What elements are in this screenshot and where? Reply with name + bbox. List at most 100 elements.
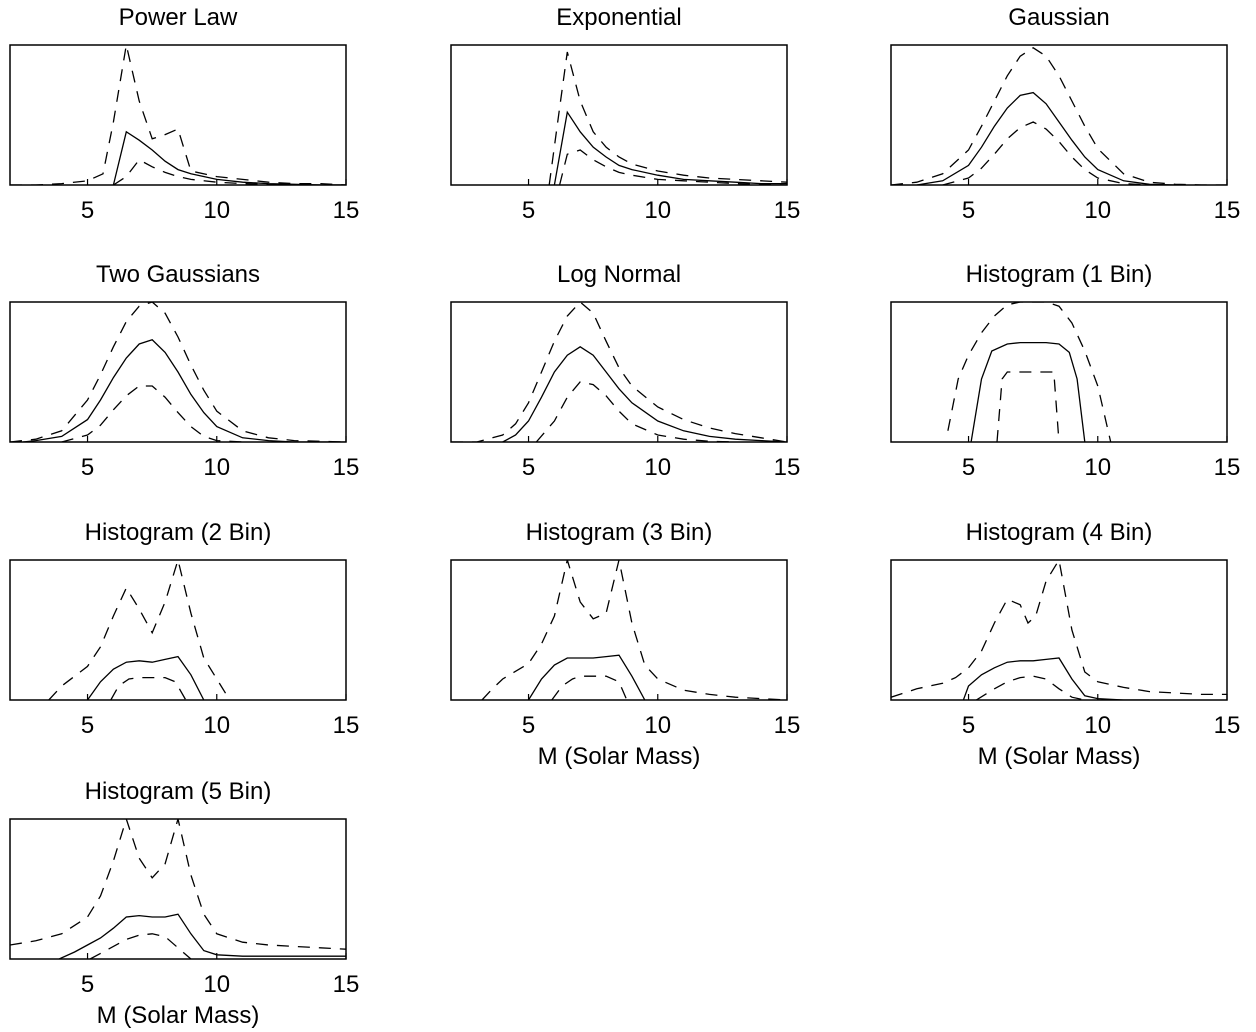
x-tick-label: 10 xyxy=(1084,197,1111,224)
plot-area xyxy=(548,51,787,185)
x-tick-label: 15 xyxy=(774,712,801,739)
x-tick-label: 10 xyxy=(203,197,230,224)
dashed-series-0 xyxy=(891,47,1227,185)
dashed-series-2 xyxy=(942,121,1150,185)
x-tick-label: 15 xyxy=(774,197,801,224)
x-tick-label: 10 xyxy=(1084,454,1111,481)
x-tick-label: 15 xyxy=(1214,454,1241,481)
x-tick-label: 5 xyxy=(522,454,535,481)
solid-series-1 xyxy=(553,110,787,185)
panel-0: Power Law 5 10 15 xyxy=(9,4,360,224)
axes-frame xyxy=(450,301,788,443)
x-tick-label: 5 xyxy=(81,197,94,224)
solid-series-1 xyxy=(22,339,346,442)
plot-area xyxy=(10,819,346,959)
panel-6: Histogram (2 Bin) 5 10 15 xyxy=(9,519,360,739)
dashed-series-0 xyxy=(451,302,787,442)
dashed-series-2 xyxy=(558,149,787,185)
plot-area xyxy=(891,560,1227,700)
axes-frame xyxy=(9,301,347,443)
plot-area xyxy=(10,302,346,442)
solid-series-1 xyxy=(112,130,346,185)
panel-title: Power Law xyxy=(119,4,238,31)
panel-8: Histogram (4 Bin) 5 10 15 M (Solar Mass) xyxy=(890,519,1241,770)
plot-area xyxy=(481,560,787,700)
x-tick-label: 5 xyxy=(81,454,94,481)
x-tick-label: 10 xyxy=(1084,712,1111,739)
x-tick-label: 5 xyxy=(962,197,975,224)
plot-area xyxy=(891,47,1227,185)
panel-9: Histogram (5 Bin) 5 10 15 M (Solar Mass) xyxy=(9,778,360,1029)
dashed-series-2 xyxy=(975,675,1085,700)
x-tick-label: 15 xyxy=(333,971,360,998)
axes-frame xyxy=(450,44,788,186)
x-tick-label: 5 xyxy=(522,712,535,739)
plot-area xyxy=(947,302,1112,442)
axes-frame xyxy=(9,44,347,186)
panel-title: Histogram (5 Bin) xyxy=(85,778,272,805)
axes-frame xyxy=(890,301,1228,443)
solid-series-1 xyxy=(970,341,1086,442)
x-tick-label: 5 xyxy=(962,454,975,481)
panel-title: Histogram (1 Bin) xyxy=(966,261,1153,288)
panel-1: Exponential 5 10 15 xyxy=(450,4,801,224)
dashed-series-0 xyxy=(548,51,787,185)
panel-title: Gaussian xyxy=(1008,4,1109,31)
x-tick-label: 15 xyxy=(333,712,360,739)
x-tick-label: 10 xyxy=(203,454,230,481)
axes-frame xyxy=(890,559,1228,701)
panel-title: Exponential xyxy=(556,4,681,31)
x-tick-label: 15 xyxy=(333,197,360,224)
panel-title: Histogram (4 Bin) xyxy=(966,519,1153,546)
x-tick-label: 10 xyxy=(644,197,671,224)
axes-frame xyxy=(9,559,347,701)
axes-frame xyxy=(450,559,788,701)
dashed-series-2 xyxy=(61,385,243,442)
panel-5: Histogram (1 Bin) 5 10 15 xyxy=(890,261,1241,481)
panel-title: Log Normal xyxy=(557,261,681,288)
dashed-series-2 xyxy=(110,676,187,700)
panel-2: Gaussian 5 10 15 xyxy=(890,4,1241,224)
dashed-series-0 xyxy=(481,560,787,700)
x-tick-label: 5 xyxy=(522,197,535,224)
x-tick-label: 5 xyxy=(81,971,94,998)
dashed-series-2 xyxy=(89,933,192,959)
dashed-series-0 xyxy=(10,45,346,185)
panel-title: Histogram (2 Bin) xyxy=(85,519,272,546)
panel-4: Log Normal 5 10 15 xyxy=(450,261,801,481)
dashed-series-0 xyxy=(10,302,346,442)
dashed-series-2 xyxy=(551,675,628,700)
x-tick-label: 10 xyxy=(644,712,671,739)
x-tick-label: 5 xyxy=(81,712,94,739)
dashed-series-0 xyxy=(947,302,1112,442)
solid-series-1 xyxy=(86,655,205,700)
panel-3: Two Gaussians 5 10 15 xyxy=(9,261,360,481)
dashed-series-2 xyxy=(535,381,736,442)
solid-series-1 xyxy=(527,654,646,700)
panel-7: Histogram (3 Bin) 5 10 15 M (Solar Mass) xyxy=(450,519,801,770)
x-tick-label: 15 xyxy=(333,454,360,481)
x-tick-label: 15 xyxy=(1214,197,1241,224)
x-tick-label: 5 xyxy=(962,712,975,739)
dashed-series-2 xyxy=(996,371,1060,442)
x-tick-label: 10 xyxy=(203,712,230,739)
solid-series-1 xyxy=(502,346,787,442)
solid-series-1 xyxy=(916,91,1176,185)
dashed-series-0 xyxy=(10,819,346,950)
x-tick-label: 10 xyxy=(203,971,230,998)
plot-area xyxy=(10,45,346,185)
solid-series-1 xyxy=(58,913,346,959)
panel-title: Histogram (3 Bin) xyxy=(526,519,713,546)
x-tick-label: 10 xyxy=(644,454,671,481)
solid-series-1 xyxy=(962,657,1150,700)
axes-frame xyxy=(9,818,347,960)
x-tick-label: 15 xyxy=(774,454,801,481)
x-axis-label: M (Solar Mass) xyxy=(97,1002,260,1029)
plot-area xyxy=(48,560,231,700)
x-axis-label: M (Solar Mass) xyxy=(538,743,701,770)
x-tick-label: 15 xyxy=(1214,712,1241,739)
dashed-series-0 xyxy=(891,560,1227,698)
dashed-series-2 xyxy=(113,158,346,185)
x-axis-label: M (Solar Mass) xyxy=(978,743,1141,770)
